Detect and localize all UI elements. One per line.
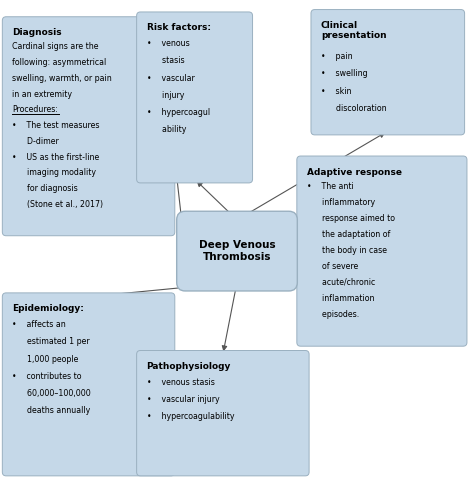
Text: Pathophysiology: Pathophysiology: [146, 362, 231, 371]
Text: episodes.: episodes.: [307, 310, 359, 319]
Text: acute/chronic: acute/chronic: [307, 278, 375, 287]
Text: inflammatory: inflammatory: [307, 198, 375, 207]
Text: swelling, warmth, or pain: swelling, warmth, or pain: [12, 74, 112, 83]
Text: 1,000 people: 1,000 people: [12, 355, 79, 364]
Text: discoloration: discoloration: [321, 104, 386, 113]
Text: •    vascular: • vascular: [146, 73, 194, 83]
Text: stasis: stasis: [146, 57, 184, 65]
Text: the adaptation of: the adaptation of: [307, 230, 390, 239]
FancyBboxPatch shape: [177, 211, 297, 291]
Text: Risk factors:: Risk factors:: [146, 24, 210, 32]
Text: •    pain: • pain: [321, 52, 353, 61]
Text: Cardinal signs are the: Cardinal signs are the: [12, 43, 99, 52]
FancyBboxPatch shape: [297, 156, 467, 346]
FancyBboxPatch shape: [2, 293, 175, 476]
Text: •    US as the first-line: • US as the first-line: [12, 153, 100, 162]
Text: •    contributes to: • contributes to: [12, 372, 82, 381]
FancyBboxPatch shape: [311, 10, 465, 135]
Text: •    skin: • skin: [321, 87, 351, 96]
FancyBboxPatch shape: [137, 351, 309, 476]
Text: (Stone et al., 2017): (Stone et al., 2017): [12, 200, 103, 209]
Text: injury: injury: [146, 91, 184, 100]
Text: •    venous stasis: • venous stasis: [146, 378, 214, 386]
Text: •    hypercoagulability: • hypercoagulability: [146, 412, 234, 421]
Text: •    affects an: • affects an: [12, 320, 66, 329]
Text: the body in case: the body in case: [307, 246, 387, 255]
Text: D-dimer: D-dimer: [12, 137, 59, 146]
Text: •    vascular injury: • vascular injury: [146, 395, 219, 404]
Text: inflammation: inflammation: [307, 294, 374, 303]
Text: Clinical
presentation: Clinical presentation: [321, 21, 386, 41]
Text: deaths annually: deaths annually: [12, 406, 91, 415]
Text: •    The anti: • The anti: [307, 182, 354, 191]
Text: of severe: of severe: [307, 262, 358, 271]
Text: •    hypercoagul: • hypercoagul: [146, 108, 210, 117]
Text: Adaptive response: Adaptive response: [307, 168, 402, 177]
Text: estimated 1 per: estimated 1 per: [12, 337, 90, 346]
Text: for diagnosis: for diagnosis: [12, 184, 78, 193]
Text: Epidemiology:: Epidemiology:: [12, 304, 84, 313]
Text: ability: ability: [146, 126, 186, 134]
Text: response aimed to: response aimed to: [307, 214, 395, 223]
Text: •    swelling: • swelling: [321, 70, 367, 78]
FancyBboxPatch shape: [2, 17, 175, 236]
Text: Deep Venous
Thrombosis: Deep Venous Thrombosis: [199, 241, 275, 262]
Text: imaging modality: imaging modality: [12, 169, 96, 177]
Text: •    The test measures: • The test measures: [12, 121, 100, 130]
Text: 60,000–100,000: 60,000–100,000: [12, 389, 91, 398]
Text: Procedures:: Procedures:: [12, 105, 58, 114]
Text: following: asymmetrical: following: asymmetrical: [12, 58, 107, 67]
FancyBboxPatch shape: [137, 12, 253, 183]
Text: •    venous: • venous: [146, 39, 189, 48]
Text: in an extremity: in an extremity: [12, 90, 72, 99]
Text: Diagnosis: Diagnosis: [12, 28, 62, 37]
